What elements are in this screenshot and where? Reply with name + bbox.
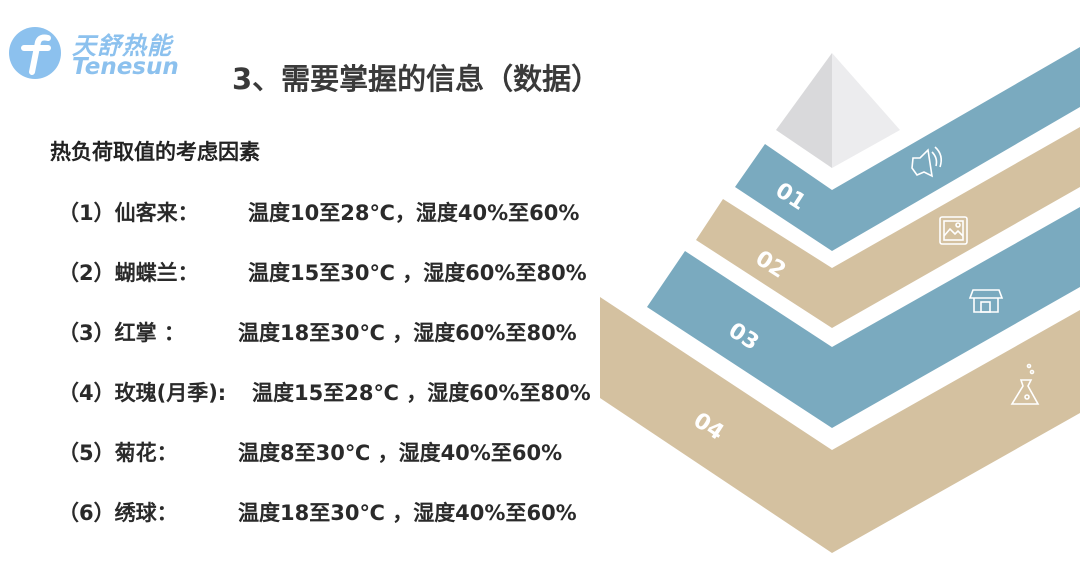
row-label: （6）绣球： bbox=[58, 501, 178, 525]
row-value: 温度15至30℃ ，湿度60%至80% bbox=[248, 261, 587, 285]
page-title: 3、需要掌握的信息（数据） bbox=[232, 62, 601, 96]
row-value: 温度18至30℃ ，湿度40%至60% bbox=[238, 501, 577, 525]
pyramid-band-01 bbox=[735, 47, 1080, 251]
pyramid-top-right-face bbox=[832, 53, 900, 168]
row-label: （5）菊花： bbox=[58, 441, 178, 465]
row-label: （1）仙客来： bbox=[58, 201, 199, 225]
pyramid-band-03 bbox=[647, 207, 1080, 428]
row-value: 温度18至30℃ ，湿度60%至80% bbox=[238, 321, 577, 345]
pyramid-band-04 bbox=[600, 297, 1080, 553]
row-label: （3）红掌 ： bbox=[58, 321, 185, 345]
row-value: 温度15至28℃ ，湿度60%至80% bbox=[252, 381, 591, 405]
pyramid-band-02 bbox=[696, 127, 1080, 328]
row-value: 温度10至28℃，湿度40%至60% bbox=[248, 201, 580, 225]
row-label: （4）玫瑰(月季): bbox=[58, 381, 227, 405]
section-subtitle: 热负荷取值的考虑因素 bbox=[50, 140, 260, 164]
row-label: （2）蝴蝶兰： bbox=[58, 261, 199, 285]
speaker-icon bbox=[911, 146, 942, 178]
logo-chinese-name: 天舒热能 bbox=[72, 32, 172, 60]
row-value: 温度8至30℃ ，湿度40%至60% bbox=[238, 441, 563, 465]
flask-icon bbox=[1010, 363, 1040, 405]
pyramid-top-left-face bbox=[776, 53, 832, 168]
store-icon bbox=[968, 289, 1004, 313]
picture-icon bbox=[939, 216, 968, 245]
logo-english-name: Tenesun bbox=[72, 54, 179, 80]
logo-mark bbox=[9, 27, 61, 79]
